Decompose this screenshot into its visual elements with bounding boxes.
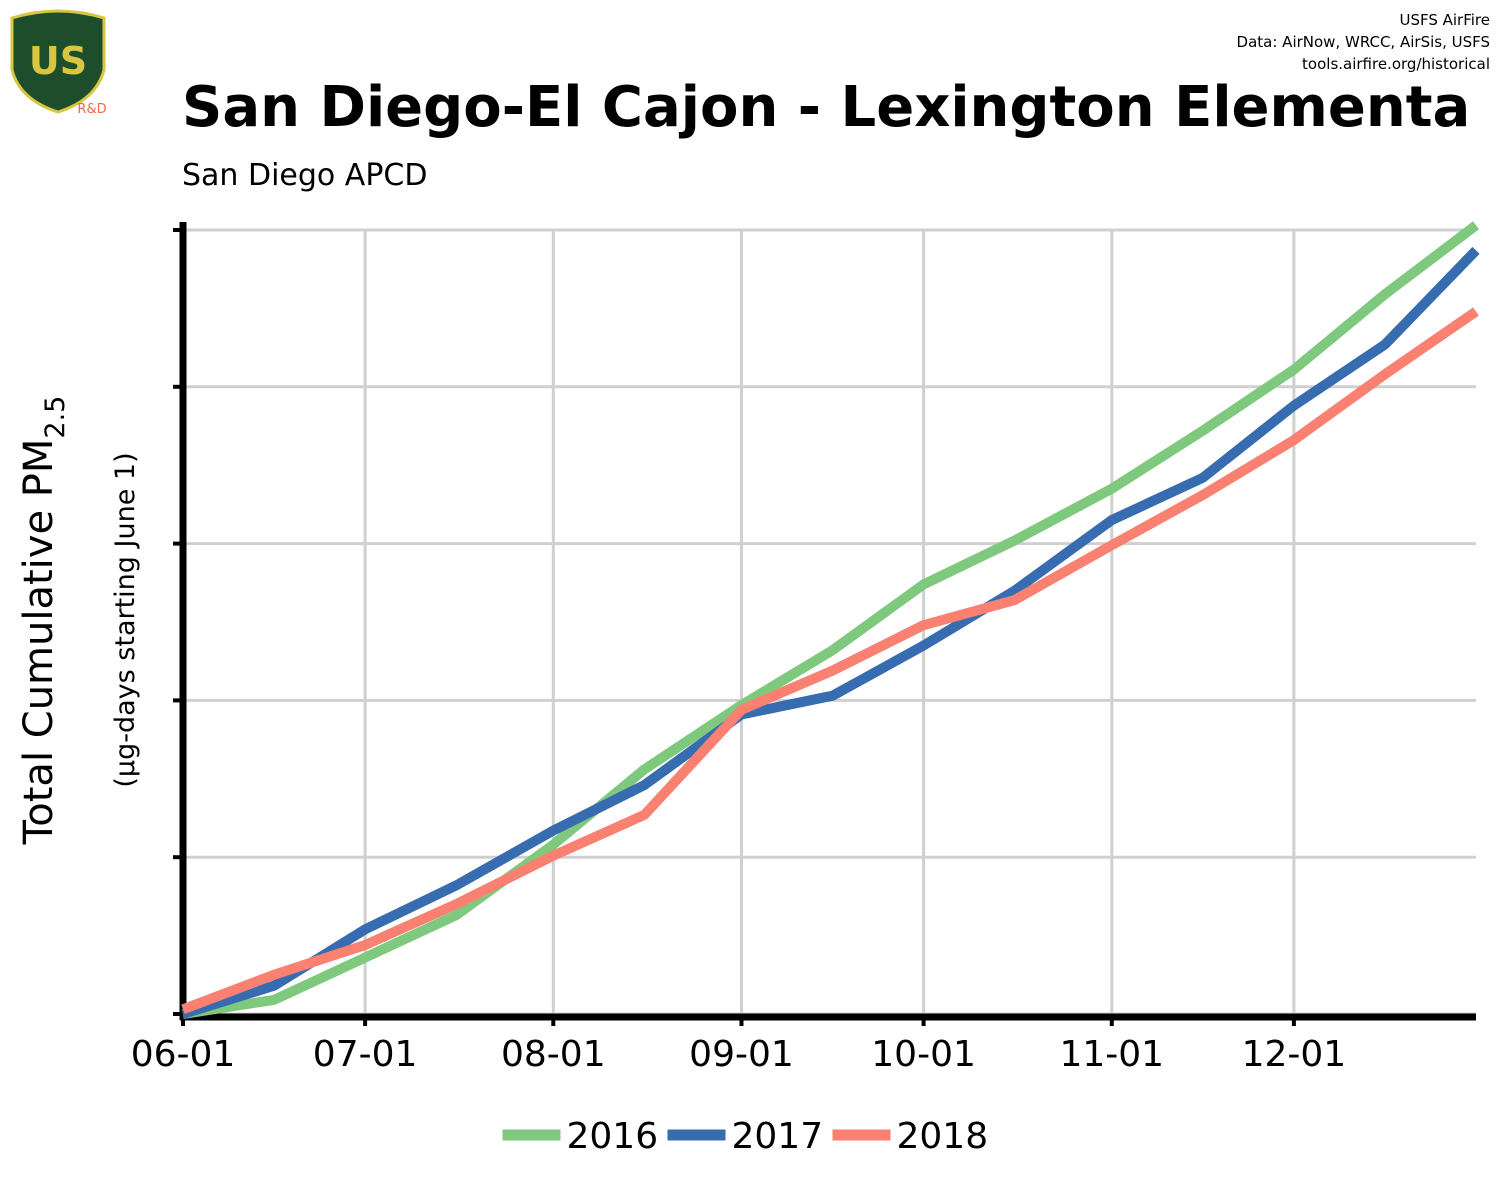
logo: US R&D bbox=[10, 9, 107, 117]
chart-subtitle: San Diego APCD bbox=[182, 158, 427, 193]
credit: tools.airfire.org/historical bbox=[1302, 55, 1490, 73]
credit: Data: AirNow, WRCC, AirSis, USFS bbox=[1237, 33, 1490, 51]
x-tick-label: 06-01 bbox=[131, 1034, 236, 1075]
logo-shield bbox=[10, 9, 106, 114]
y-axis-label: Total Cumulative PM2.5 bbox=[16, 396, 71, 846]
x-tick-label: 09-01 bbox=[689, 1034, 794, 1075]
data-line bbox=[181, 246, 1480, 1019]
x-tick-label: 08-01 bbox=[501, 1034, 606, 1075]
logo-badge: R&D bbox=[77, 102, 106, 117]
legend-label: 2016 bbox=[567, 1116, 659, 1157]
logo-letters: US bbox=[29, 39, 87, 83]
x-tick-label: 10-01 bbox=[871, 1034, 976, 1075]
data-line bbox=[182, 221, 1480, 1019]
y-label-main: Total Cumulative PM bbox=[16, 439, 62, 846]
x-tick-label: 07-01 bbox=[313, 1034, 418, 1075]
chart-title: San Diego-El Cajon - Lexington Elementa bbox=[182, 75, 1470, 140]
x-tick-label: 11-01 bbox=[1059, 1034, 1164, 1075]
data-line bbox=[181, 307, 1479, 1014]
y-axis-units: (µg-days starting June 1) bbox=[110, 452, 141, 787]
legend-label: 2018 bbox=[897, 1116, 989, 1157]
x-tick-label: 12-01 bbox=[1242, 1034, 1347, 1075]
credit: USFS AirFire bbox=[1399, 11, 1490, 29]
y-label-subscript: 2.5 bbox=[40, 396, 71, 439]
legend-label: 2017 bbox=[732, 1116, 824, 1157]
